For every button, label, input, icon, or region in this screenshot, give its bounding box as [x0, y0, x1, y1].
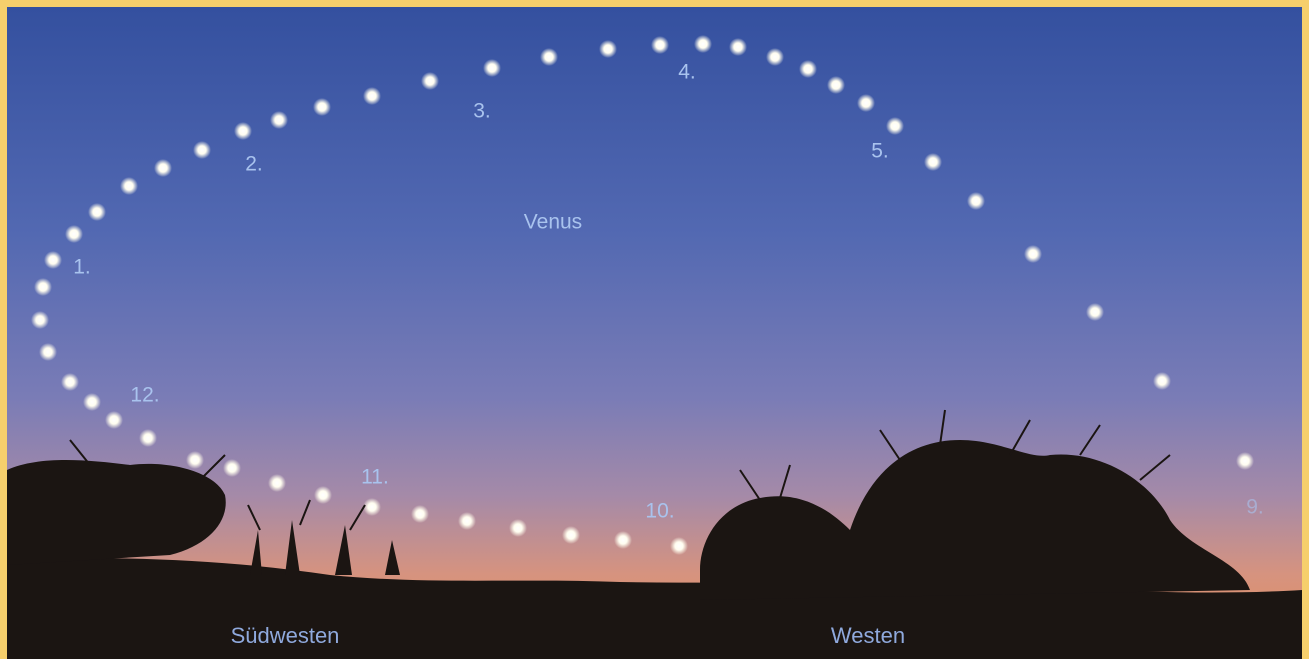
venus-dot [599, 40, 617, 58]
venus-dot [509, 519, 527, 537]
venus-dot [967, 192, 985, 210]
direction-label: Westen [831, 623, 905, 648]
venus-dot [268, 474, 286, 492]
venus-dot [105, 411, 123, 429]
venus-dot [857, 94, 875, 112]
position-label: 11. [361, 466, 389, 489]
venus-dot [270, 111, 288, 129]
venus-dot [31, 311, 49, 329]
venus-dot [540, 48, 558, 66]
venus-dot [1236, 452, 1254, 470]
venus-dot [83, 393, 101, 411]
venus-dot [421, 72, 439, 90]
venus-dot [186, 451, 204, 469]
venus-dot [1086, 303, 1104, 321]
venus-dot [411, 505, 429, 523]
venus-dot [1024, 245, 1042, 263]
venus-dot [458, 512, 476, 530]
page: Venus 1. 2. 3. 4. 5. 9. 10. 11. 12. Südw… [0, 0, 1309, 659]
venus-dot [799, 60, 817, 78]
venus-dot [34, 278, 52, 296]
photo: Venus 1. 2. 3. 4. 5. 9. 10. 11. 12. Südw… [0, 0, 1309, 659]
venus-dot [766, 48, 784, 66]
venus-dot [44, 251, 62, 269]
venus-dot [88, 203, 106, 221]
venus-dot [120, 177, 138, 195]
venus-dot [154, 159, 172, 177]
position-label: 12. [130, 384, 159, 407]
venus-dot [234, 122, 252, 140]
position-label: 4. [678, 61, 696, 84]
venus-dot [483, 59, 501, 77]
venus-dot [313, 98, 331, 116]
venus-dot [614, 531, 632, 549]
venus-dot [562, 526, 580, 544]
venus-dot [223, 459, 241, 477]
position-label: 2. [245, 153, 263, 176]
venus-dot [729, 38, 747, 56]
venus-dot [139, 429, 157, 447]
venus-dot [65, 225, 83, 243]
position-label: 1. [73, 256, 91, 279]
venus-dot [924, 153, 942, 171]
venus-dot [363, 87, 381, 105]
venus-dot [694, 35, 712, 53]
venus-dot [651, 36, 669, 54]
direction-label: Südwesten [231, 623, 340, 648]
venus-dot [61, 373, 79, 391]
position-label: 10. [645, 500, 674, 523]
position-label: 9. [1246, 496, 1264, 519]
venus-dot [670, 537, 688, 555]
position-label: 3. [473, 100, 491, 123]
venus-dot [314, 486, 332, 504]
venus-dot [39, 343, 57, 361]
venus-dot [193, 141, 211, 159]
venus-dot [827, 76, 845, 94]
venus-dot [886, 117, 904, 135]
planet-label: Venus [524, 211, 582, 234]
position-label: 5. [871, 140, 889, 163]
venus-dot [363, 498, 381, 516]
venus-dot [1153, 372, 1171, 390]
